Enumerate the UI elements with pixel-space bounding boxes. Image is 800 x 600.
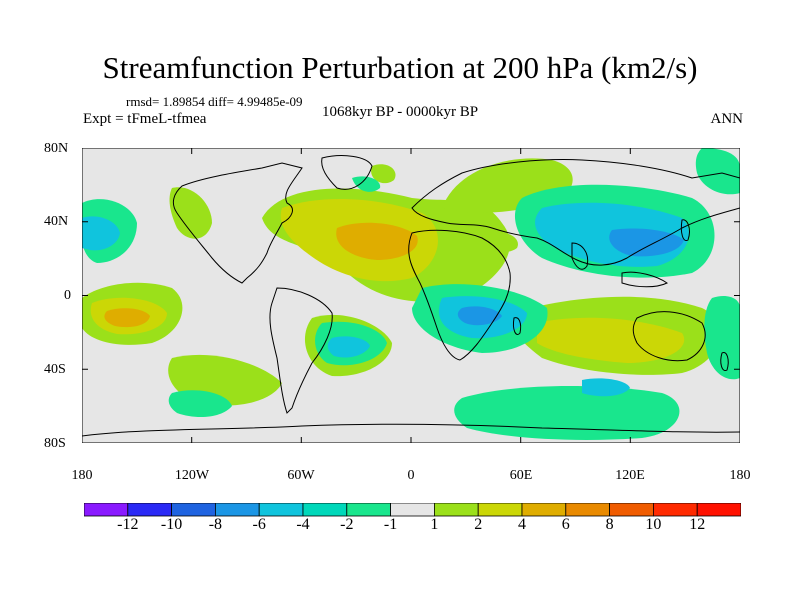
lat-tick-label: 40N xyxy=(44,214,69,229)
lon-tick-label: 60E xyxy=(509,468,533,483)
colorbar-swatch xyxy=(346,503,391,517)
colorbar-label: 2 xyxy=(474,516,483,533)
lon-tick-label: 180 xyxy=(729,468,751,483)
colorbar-swatch xyxy=(521,503,567,517)
colorbar-label: -6 xyxy=(252,516,266,533)
lat-tick-label: 80N xyxy=(44,141,69,156)
lon-tick-label: 60W xyxy=(287,468,315,483)
colorbar-swatch xyxy=(433,503,479,517)
colorbar-label: -8 xyxy=(208,516,223,533)
map-plot xyxy=(82,148,740,443)
lat-tick-label: 80S xyxy=(44,436,66,451)
chart-title: Streamfunction Perturbation at 200 hPa (… xyxy=(102,50,698,85)
lon-tick-label: 0 xyxy=(407,468,415,483)
colorbar-label: -4 xyxy=(296,516,310,533)
axis-ticks xyxy=(82,148,740,443)
experiment-label: Expt = tFmeL-tfmea xyxy=(83,111,207,127)
lat-tick-label: 40S xyxy=(44,362,66,377)
colorbar-swatch xyxy=(390,503,435,517)
colorbar-swatch xyxy=(127,503,172,517)
stats-label: rmsd= 1.89854 diff= 4.99485e-09 xyxy=(126,94,303,109)
colorbar-label: -2 xyxy=(340,516,354,533)
colorbar-label: 1 xyxy=(430,516,439,533)
lat-tick-label: 0 xyxy=(64,288,71,303)
colorbar-label: 10 xyxy=(645,516,662,533)
colorbar-label: -10 xyxy=(160,516,183,533)
lon-tick-label: 180 xyxy=(71,468,93,483)
colorbar-swatch xyxy=(171,503,216,517)
lon-tick-label: 120W xyxy=(174,468,210,483)
colorbar-label: 6 xyxy=(561,516,570,533)
colorbar-swatch xyxy=(84,503,129,517)
colorbar-label: 12 xyxy=(689,516,706,533)
colorbar-swatch xyxy=(302,503,348,517)
colorbar-swatch xyxy=(565,503,610,517)
colorbar-swatch xyxy=(477,503,523,517)
colorbar-swatch xyxy=(214,503,260,517)
colorbar-swatch xyxy=(653,503,698,517)
colorbar-label: -1 xyxy=(383,516,398,533)
period-label: 1068kyr BP - 0000kyr BP xyxy=(321,104,479,120)
lon-tick-label: 120E xyxy=(615,468,645,483)
coastlines xyxy=(82,155,740,437)
colorbar xyxy=(84,503,741,517)
colorbar-swatch xyxy=(258,503,304,517)
colorbar-swatch xyxy=(696,503,741,517)
colorbar-swatch xyxy=(609,503,654,517)
colorbar-label: 4 xyxy=(518,516,526,533)
season-label: ANN xyxy=(710,111,744,127)
contour-field xyxy=(82,148,740,440)
colorbar-label: 8 xyxy=(605,516,614,533)
colorbar-label: -12 xyxy=(117,516,139,533)
